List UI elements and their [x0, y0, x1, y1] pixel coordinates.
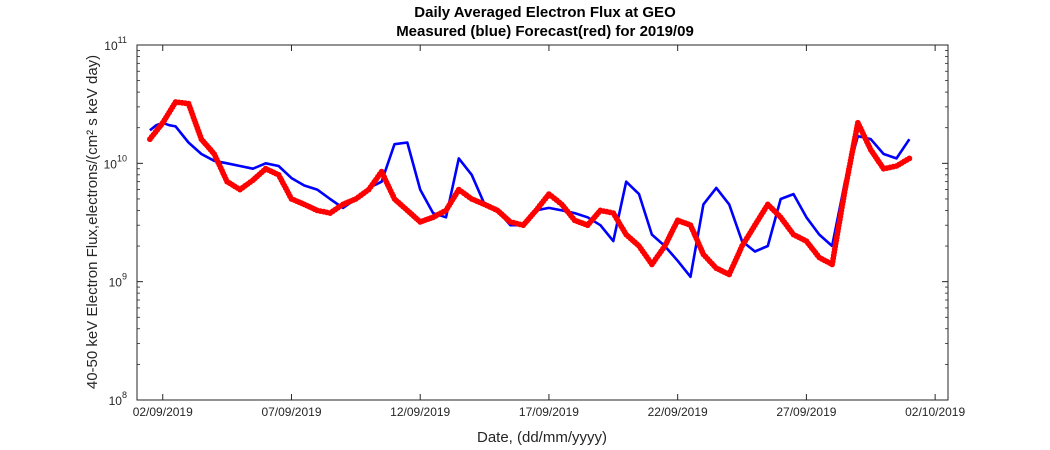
chart-title: Daily Averaged Electron Flux at GEO [414, 4, 676, 21]
forecast-series-points [147, 99, 913, 278]
x-tick-label: 02/10/2019 [905, 405, 965, 419]
y-tick-label: 108 [109, 390, 127, 408]
chart-subtitle: Measured (blue) Forecast(red) for 2019/0… [396, 23, 694, 40]
x-tick-label: 17/09/2019 [519, 405, 579, 419]
y-tick-label: 1010 [104, 153, 127, 171]
y-tick-label: 109 [109, 272, 127, 290]
x-tick-label: 07/09/2019 [261, 405, 321, 419]
y-tick-label: 1011 [104, 35, 127, 53]
x-axis-label: Date, (dd/mm/yyyy) [477, 429, 607, 446]
series-layer [147, 99, 913, 279]
plot-area [136, 44, 949, 401]
x-tick-label: 22/09/2019 [648, 405, 708, 419]
x-tick-label: 12/09/2019 [390, 405, 450, 419]
x-tick-label: 02/09/2019 [133, 405, 193, 419]
y-axis: 108 109 1010 1011 [104, 35, 948, 408]
forecast-point [906, 155, 913, 162]
x-axis: 02/09/2019 07/09/2019 12/09/2019 17/09/2019… [133, 45, 965, 419]
y-axis-label: 40-50 keV Electron Flux,electrons/(cm² s… [84, 55, 101, 389]
x-tick-label: 27/09/2019 [776, 405, 836, 419]
